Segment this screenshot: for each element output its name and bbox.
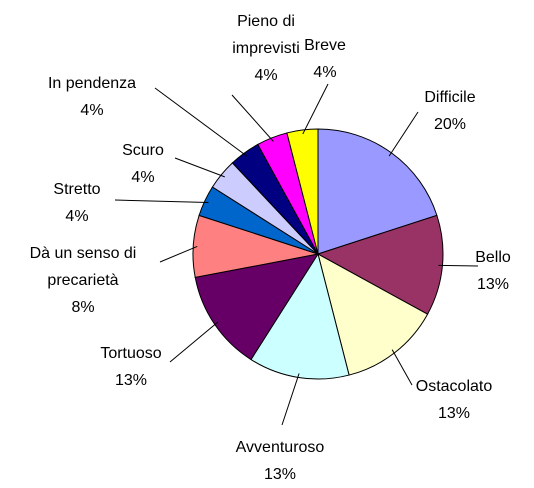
category-label: Ostacolato	[415, 378, 493, 395]
slice-label: Bello 13%	[475, 244, 511, 298]
slice-label: Scuro 4%	[122, 137, 164, 191]
leader-line	[391, 349, 413, 386]
value-label: 13%	[263, 466, 297, 483]
leader-line	[159, 245, 198, 263]
value-label: 4%	[313, 64, 337, 81]
value-label: 4%	[80, 102, 104, 119]
value-label: 13%	[114, 372, 148, 389]
category-label: Dà un senso di precarietà	[29, 245, 137, 289]
category-label: Breve	[304, 37, 346, 54]
pie-slice	[317, 253, 429, 376]
category-label: Tortuoso	[100, 345, 162, 362]
category-label: Bello	[475, 249, 511, 266]
slice-label: Pieno di imprevisti 4%	[221, 8, 311, 89]
pie-slice	[286, 128, 319, 255]
leader-line	[281, 373, 300, 426]
value-label: 4%	[254, 67, 278, 84]
leader-line	[169, 321, 219, 363]
category-label: Scuro	[122, 142, 164, 159]
value-label: 20%	[433, 116, 467, 133]
value-label: 8%	[71, 299, 95, 316]
slice-label: Difficile 20%	[424, 84, 475, 138]
value-label: 13%	[437, 405, 471, 422]
slice-label: Breve 4%	[304, 32, 346, 86]
pie-slice	[250, 252, 350, 380]
slice-label: Dà un senso di precarietà 8%	[13, 240, 153, 321]
category-label: Pieno di imprevisti	[232, 13, 300, 57]
slice-label: Tortuoso 13%	[100, 340, 161, 394]
category-label: In pendenza	[47, 75, 137, 92]
leader-line	[231, 94, 274, 142]
leader-line	[114, 199, 209, 203]
value-label: 4%	[65, 208, 89, 225]
leader-line	[438, 264, 479, 267]
leader-line	[302, 83, 329, 135]
slice-label: Avventuroso 13%	[236, 434, 325, 488]
category-label: Stretto	[53, 181, 101, 198]
leader-line	[154, 87, 248, 157]
category-label: Avventuroso	[235, 439, 325, 456]
category-label: Difficile	[424, 89, 476, 106]
slice-label: Ostacolato 13%	[416, 373, 492, 427]
slice-label: Stretto 4%	[53, 176, 100, 230]
value-label: 4%	[131, 169, 155, 186]
leader-line	[174, 157, 225, 178]
value-label: 13%	[476, 276, 510, 293]
slice-label: In pendenza 4%	[48, 70, 136, 124]
leader-line	[388, 111, 419, 157]
